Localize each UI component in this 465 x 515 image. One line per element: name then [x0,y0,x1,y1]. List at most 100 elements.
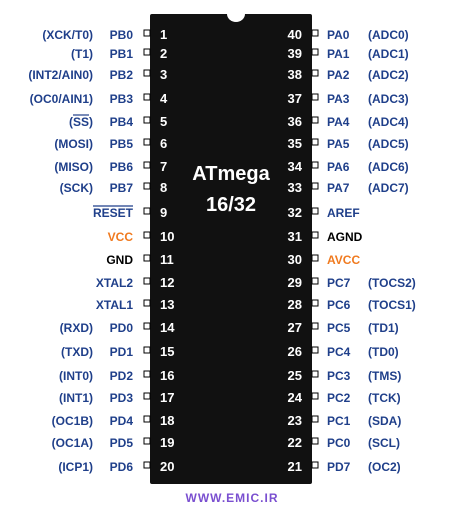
pin-square-21 [311,461,319,469]
pin-name-15: PD1 [110,345,134,359]
pin-number-27: 27 [288,320,302,335]
pin-square-37 [311,93,319,101]
pin-square-8 [143,182,151,190]
pin-number-29: 29 [288,275,302,290]
pin-name-27: PC5 [327,321,351,335]
pin-number-35: 35 [288,136,302,151]
pin-number-36: 36 [288,114,302,129]
pin-number-26: 26 [288,344,302,359]
pin-alt-17: (INT1) [59,391,93,405]
pin-name-36: PA4 [327,115,350,129]
pin-name-38: PA2 [327,68,350,82]
pin-name-16: PD2 [110,369,134,383]
pin-name-32: AREF [327,206,360,220]
pin-name-28: PC6 [327,298,351,312]
pin-name-21: PD7 [327,460,351,474]
pin-square-2 [143,48,151,56]
pin-square-34 [311,161,319,169]
pin-name-24: PC2 [327,391,351,405]
pin-alt-29: (TOCS2) [368,276,416,290]
pin-alt-14: (RXD) [60,321,93,335]
pin-number-40: 40 [288,27,302,42]
right-pin-column: 40 PA0 (ADC0) 39 PA1 (ADC1) 38 PA2 (ADC2) 37 PA3 (A… [288,27,416,474]
pin-name-11: GND [106,253,133,267]
pin-alt-24: (TCK) [368,391,401,405]
pin-number-5: 5 [160,114,167,129]
pin-name-5: PB4 [110,115,134,129]
pin-alt-34: (ADC6) [368,160,409,174]
pin-square-27 [311,322,319,330]
pin-alt-40: (ADC0) [368,28,409,42]
pin-alt-1: (XCK/T0) [42,28,93,42]
pin-alt-23: (SDA) [368,414,401,428]
pin-alt-35: (ADC5) [368,137,409,151]
pin-name-22: PC0 [327,436,351,450]
pin-alt-3: (INT2/AIN0) [28,68,93,82]
pin-number-31: 31 [288,229,302,244]
pin-square-26 [311,346,319,354]
pin-square-10 [143,231,151,239]
pin-square-11 [143,254,151,262]
pin-square-15 [143,346,151,354]
pin-number-24: 24 [288,390,303,405]
pin-alt-6: (MOSI) [54,137,93,151]
pin-name-9: RESET [93,206,134,220]
pin-square-19 [143,437,151,445]
pin-name-31: AGND [327,230,363,244]
pin-square-24 [311,392,319,400]
pin-name-3: PB2 [110,68,134,82]
pin-number-11: 11 [160,252,174,267]
pin-alt-26: (TD0) [368,345,399,359]
pin-number-17: 17 [160,390,174,405]
pin-alt-25: (TMS) [368,369,401,383]
pin-name-23: PC1 [327,414,351,428]
pin-name-19: PD5 [110,436,134,450]
pin-name-33: PA7 [327,181,350,195]
pin-name-34: PA6 [327,160,350,174]
pin-number-8: 8 [160,180,167,195]
pin-alt-2: (T1) [71,47,93,61]
pin-square-17 [143,392,151,400]
pin-alt-33: (ADC7) [368,181,409,195]
chip-title-line2: 16/32 [206,194,256,216]
pin-name-29: PC7 [327,276,351,290]
pin-number-23: 23 [288,413,302,428]
pin-alt-22: (SCL) [368,436,400,450]
pin-name-20: PD6 [110,460,134,474]
pin-name-8: PB7 [110,181,134,195]
pin-square-40 [311,29,319,37]
pin-number-16: 16 [160,368,174,383]
pin-number-32: 32 [288,205,302,220]
pin-name-14: PD0 [110,321,134,335]
pin-name-1: PB0 [110,28,134,42]
pin-number-28: 28 [288,297,302,312]
pin-square-30 [311,254,319,262]
pin-square-38 [311,69,319,77]
pin-name-4: PB3 [110,92,134,106]
pin-square-25 [311,370,319,378]
chip-title-line1: ATmega [192,163,270,185]
pin-alt-21: (OC2) [368,460,401,474]
watermark: WWW.EMIC.IR [186,491,279,505]
pin-number-30: 30 [288,252,302,267]
pin-number-7: 7 [160,159,167,174]
pin-number-22: 22 [288,435,302,450]
pin-alt-15: (TXD) [61,345,93,359]
pin-square-31 [311,231,319,239]
pin-square-13 [143,299,151,307]
pin-name-18: PD4 [110,414,134,428]
pin-alt-7: (MISO) [54,160,93,174]
pin-number-20: 20 [160,459,174,474]
pin-number-2: 2 [160,46,167,61]
pin-name-12: XTAL2 [96,276,133,290]
pin-number-14: 14 [160,320,175,335]
pin-square-6 [143,138,151,146]
pin-square-29 [311,277,319,285]
pin-square-28 [311,299,319,307]
pin-alt-20: (ICP1) [58,460,93,474]
pin-number-39: 39 [288,46,302,61]
pin-alt-8: (SCK) [60,181,93,195]
pin-square-33 [311,182,319,190]
pin-number-37: 37 [288,91,302,106]
pin-name-35: PA5 [327,137,350,151]
